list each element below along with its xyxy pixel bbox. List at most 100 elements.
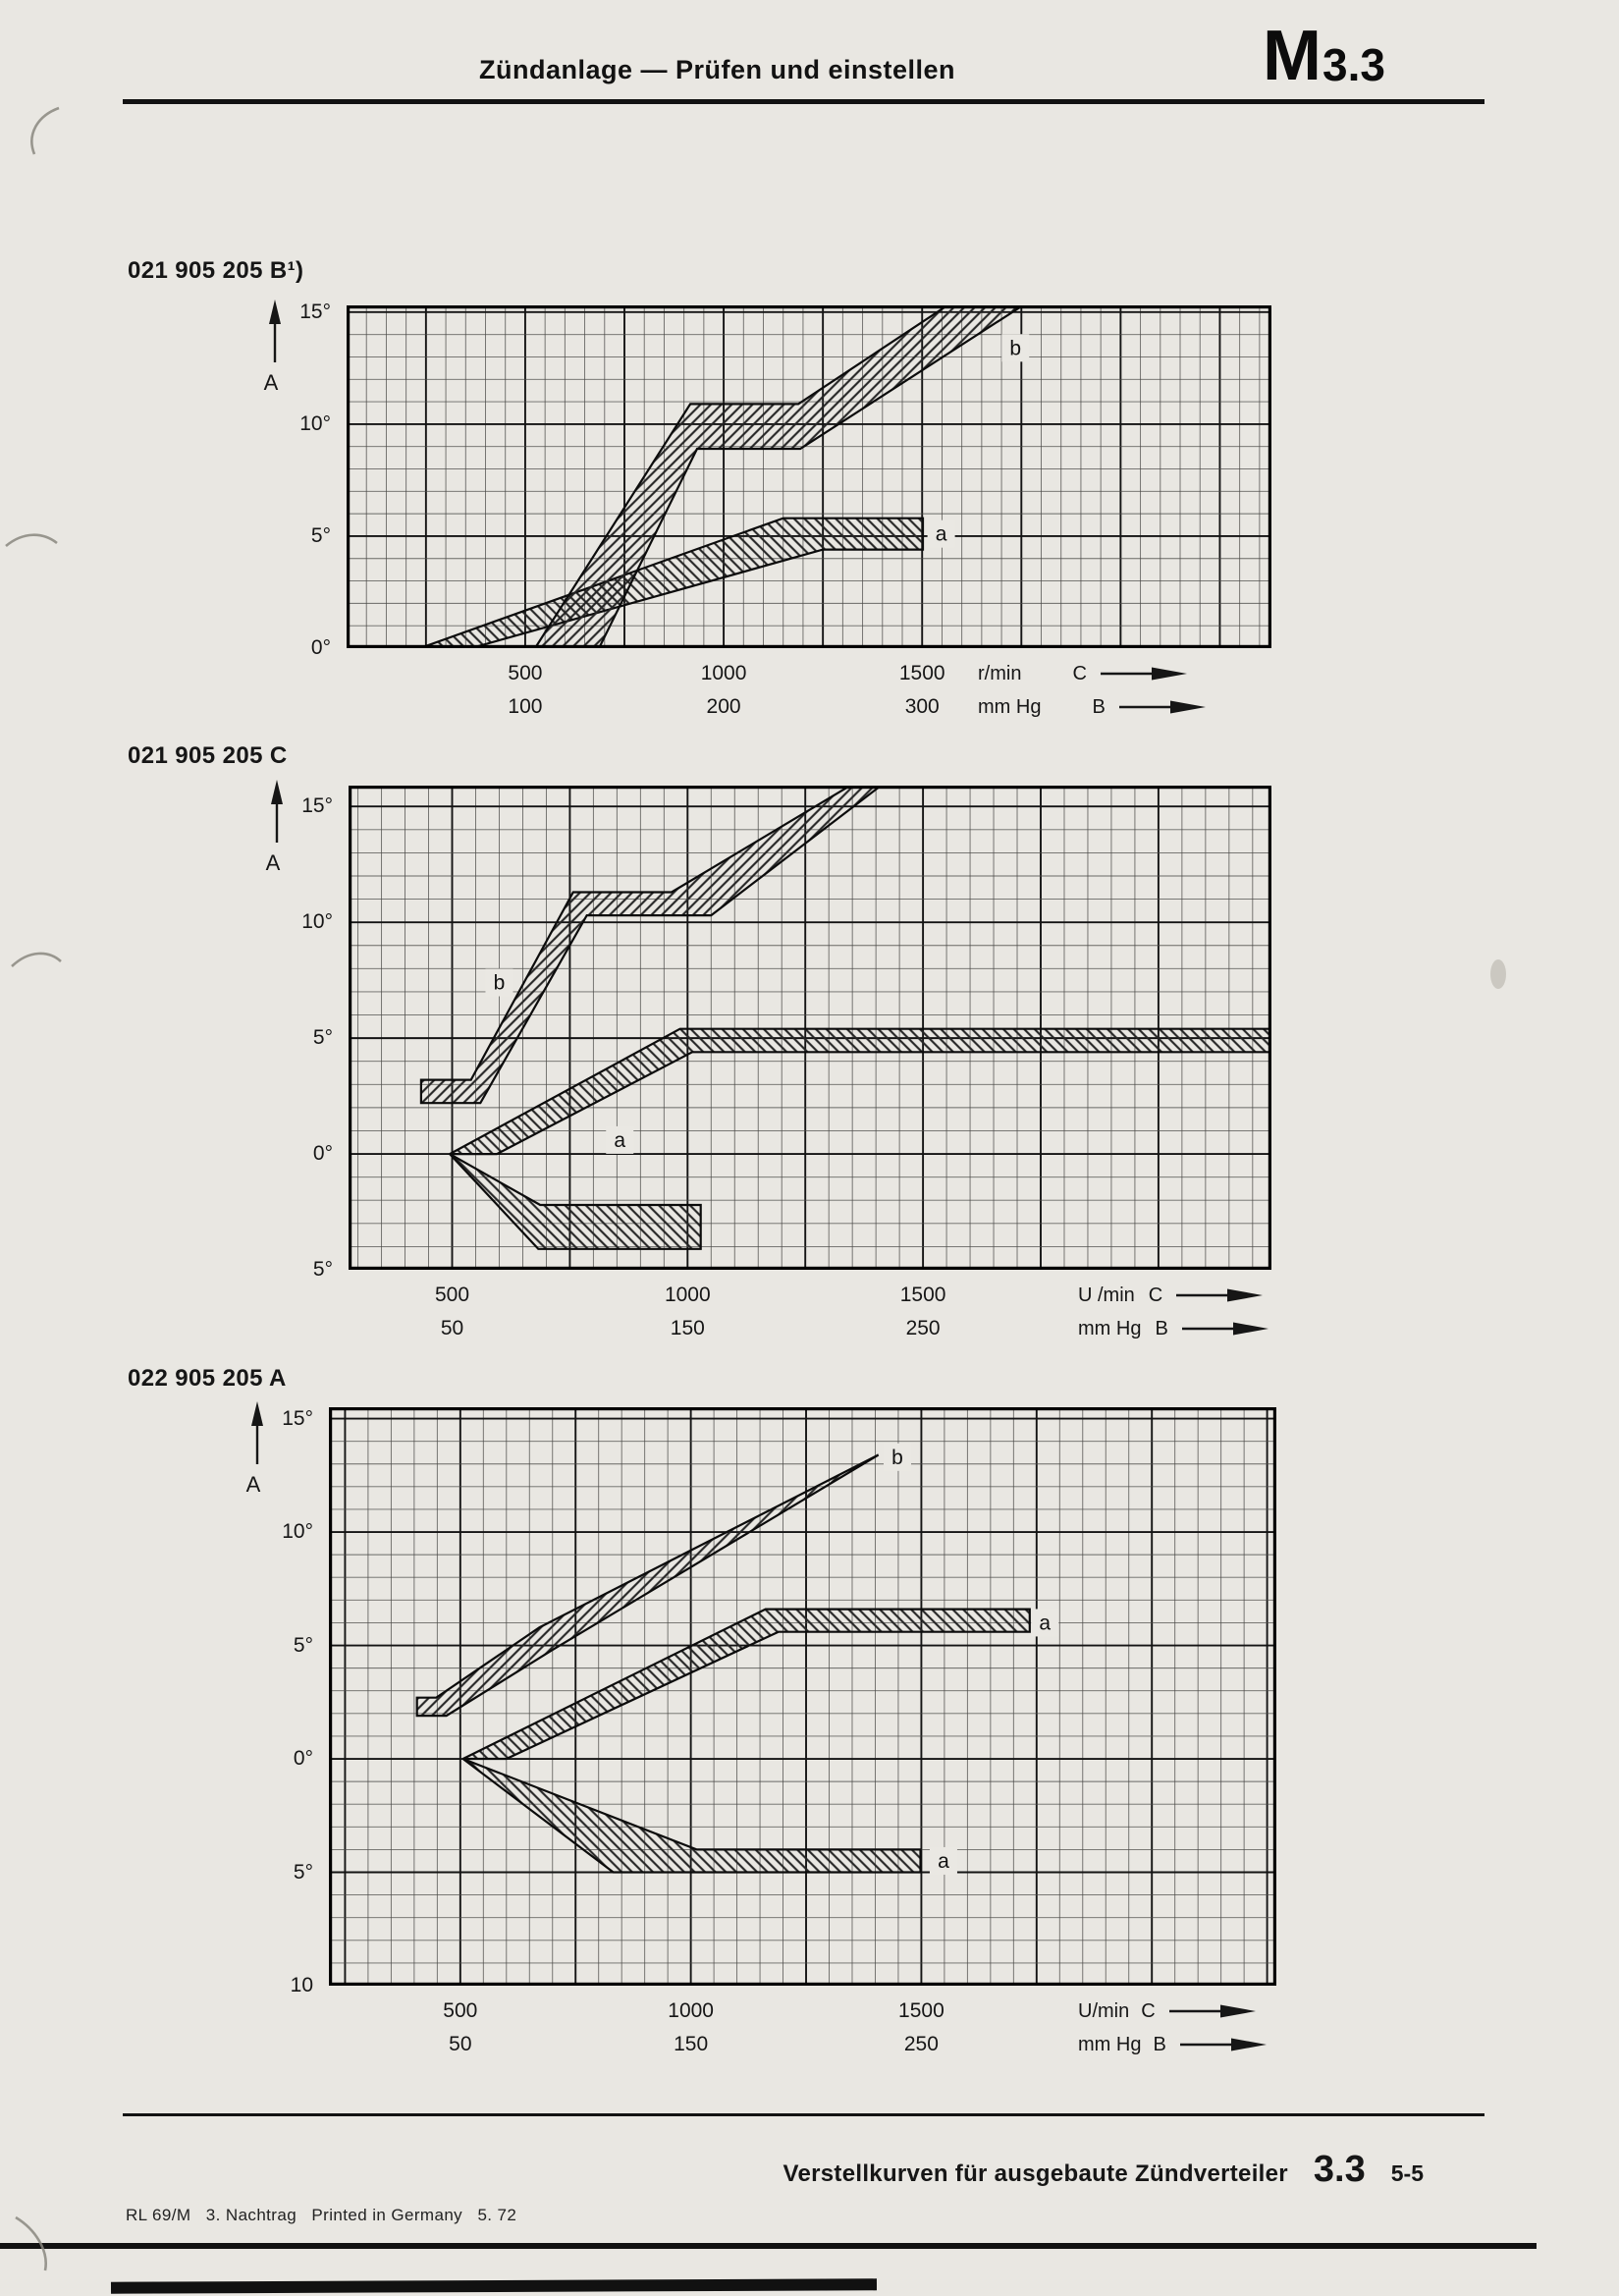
legend-row: U /min C (1078, 1281, 1264, 1310)
x-tick-rpm: 500 (508, 662, 543, 684)
band-b (533, 305, 1025, 648)
band-label: a (929, 1846, 957, 1875)
bottom-rule (0, 2243, 1537, 2249)
x-tick-mmhg: 50 (440, 1317, 464, 1339)
axis-arrow-up-icon (269, 300, 281, 362)
legend-unit: U/min (1078, 1999, 1130, 2022)
legend-unit: mm Hg (978, 695, 1042, 718)
y-axis-label: 5° (310, 523, 331, 547)
x-tick-rpm: 1000 (700, 662, 747, 684)
legend-scale-letter: C (1072, 662, 1087, 684)
axis-label-a: A (245, 1472, 261, 1497)
y-axis-label: 15° (282, 1406, 313, 1430)
band-b (419, 786, 884, 1105)
section-code: M 3.3 (1263, 21, 1385, 91)
x-tick-mmhg: 200 (706, 695, 741, 718)
x-tick-rpm: 1500 (899, 1284, 946, 1306)
band-label: a (1031, 1609, 1059, 1637)
header-rule (123, 99, 1484, 104)
axis-label-a: A (265, 850, 281, 875)
footer-page-number: 5-5 (1390, 2160, 1424, 2186)
chart-part-number: 021 905 205 C (128, 742, 288, 769)
chart-border (347, 305, 1271, 648)
arrow-right-icon (1118, 700, 1206, 714)
x-tick-mmhg: 250 (905, 1317, 941, 1339)
x-tick-rpm: 500 (443, 1999, 478, 2022)
svg-text:a: a (1039, 1612, 1051, 1634)
axis-arrow-up-icon (251, 1401, 263, 1464)
y-axis-label: 10° (299, 411, 331, 435)
legend-scale-letter: C (1148, 1284, 1163, 1306)
band-b (415, 1453, 880, 1718)
legend-unit: mm Hg (1078, 1317, 1142, 1339)
axis-arrow-up-icon (271, 780, 283, 843)
x-tick-mmhg: 300 (904, 695, 940, 718)
y-axis-label: 10 (290, 1974, 313, 1996)
x-tick-rpm: 1500 (898, 1999, 944, 2022)
band-a-retard (461, 1757, 922, 1874)
y-axis-label: 0° (312, 1142, 333, 1166)
footer-caption: Verstellkurven für ausgebaute Zündvertei… (783, 2160, 1288, 2187)
y-axis-label: 10° (282, 1520, 313, 1544)
legend-row: U/min C (1078, 1996, 1256, 2026)
bands (415, 1453, 1031, 1874)
band-a (419, 517, 925, 648)
chart-part-number: 022 905 205 A (128, 1365, 287, 1392)
chart-part-number: 021 905 205 B¹) (128, 257, 304, 284)
footer-caption-row: Verstellkurven für ausgebaute Zündvertei… (550, 2149, 1424, 2191)
legend-unit: mm Hg (1078, 2033, 1142, 2055)
y-axis-label: 15° (299, 300, 331, 323)
footer-section-number: 3.3 (1313, 2149, 1366, 2190)
chart-border (329, 1407, 1276, 1986)
legend-scale-letter: B (1155, 1317, 1168, 1339)
band-a-advance (462, 1608, 1031, 1761)
legend-scale-letter: B (1153, 2033, 1166, 2055)
y-axis-label: 0° (310, 636, 331, 659)
x-tick-mmhg: 150 (670, 1317, 705, 1339)
band-a-advance (449, 1027, 1271, 1156)
svg-text:a: a (614, 1129, 625, 1152)
y-axis-label: 0° (293, 1747, 313, 1771)
bands (419, 786, 1271, 1250)
svg-text:b: b (1009, 337, 1021, 359)
legend-row: mm Hg B (1078, 2030, 1267, 2059)
chart-border (349, 786, 1271, 1270)
legend-row: r/min C (978, 659, 1187, 688)
x-tick-rpm: 500 (434, 1284, 470, 1306)
arrow-right-icon (1179, 2038, 1267, 2051)
band-label: b (1001, 334, 1030, 362)
axis-label-a: A (263, 370, 279, 395)
bottom-scan-strip (110, 2278, 878, 2294)
x-tick-rpm: 1500 (898, 662, 945, 684)
section-number: 3.3 (1322, 38, 1385, 90)
y-axis-label: 5° (293, 1860, 313, 1884)
x-tick-mmhg: 250 (903, 2033, 939, 2055)
arrow-right-icon (1168, 2004, 1256, 2018)
grid (347, 305, 1271, 648)
y-axis-label: 10° (301, 910, 333, 934)
arrow-right-icon (1181, 1322, 1268, 1336)
arrow-right-icon (1176, 1288, 1264, 1302)
x-tick-mmhg: 50 (449, 2033, 472, 2055)
advance-curve-chart: ab (349, 786, 1271, 1270)
legend-row: mm Hg B (978, 692, 1206, 722)
legend-scale-letter: B (1092, 695, 1106, 718)
page-title: Zündanlage — Prüfen und einstellen (479, 55, 956, 84)
footer-rule (123, 2113, 1484, 2116)
svg-text:b: b (891, 1447, 903, 1469)
y-axis-label: 5° (293, 1633, 313, 1657)
x-tick-mmhg: 150 (674, 2033, 709, 2055)
band-label: a (606, 1125, 634, 1154)
legend-unit: r/min (978, 662, 1022, 684)
band-label: b (884, 1443, 911, 1471)
x-tick-rpm: 1000 (664, 1284, 711, 1306)
footer-imprint: RL 69/M 3. Nachtrag Printed in Germany 5… (126, 2206, 517, 2224)
legend-unit: U /min (1078, 1284, 1135, 1306)
y-axis-label: 5° (312, 1026, 333, 1050)
grid (349, 786, 1271, 1270)
x-tick-rpm: 1000 (668, 1999, 714, 2022)
band-a-retard (449, 1153, 702, 1250)
advance-curve-chart: ab (347, 305, 1271, 648)
legend-scale-letter: C (1141, 1999, 1156, 2022)
y-axis-label: 15° (301, 794, 333, 818)
